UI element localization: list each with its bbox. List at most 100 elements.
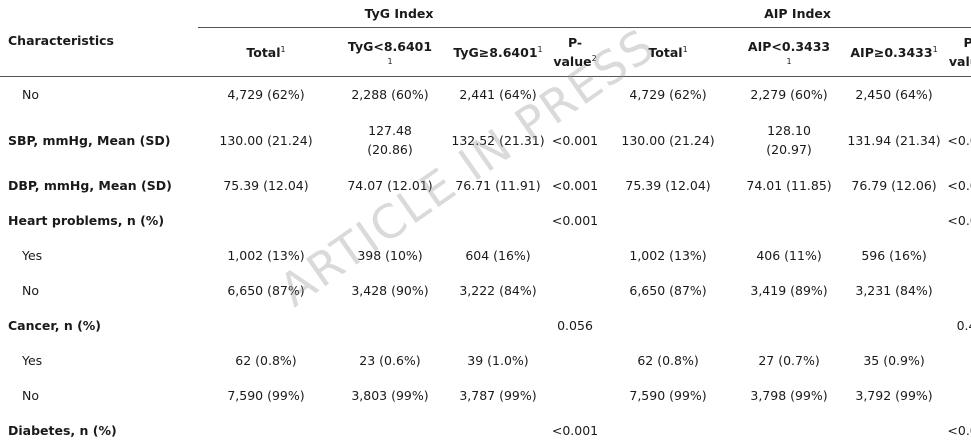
row-label: Yes — [22, 248, 43, 263]
table-cell — [946, 343, 971, 378]
aip-total-header: Total1 — [648, 44, 688, 60]
table-cell: 76.79 (12.06) — [851, 178, 937, 193]
table-cell: 7,590 (99%) — [629, 388, 707, 403]
table-cell: 39 (1.0%) — [467, 353, 529, 368]
table-cell: <0.001 — [947, 423, 971, 438]
table-cell: <0.001 — [947, 132, 971, 148]
table-cell — [600, 308, 736, 343]
table-cell — [550, 273, 600, 308]
table-cell: 3,803 (99%) — [351, 388, 429, 403]
row-label: No — [22, 87, 39, 102]
table-cell — [446, 308, 550, 343]
table-cell: 128.10 (20.97) — [766, 123, 812, 157]
table-cell: <0.001 — [551, 213, 599, 228]
table-cell — [842, 308, 946, 343]
table-cell: 3,419 (89%) — [750, 283, 828, 298]
table-cell — [446, 413, 550, 448]
table-cell — [550, 238, 600, 273]
table-cell — [198, 413, 334, 448]
row-label: Cancer, n (%) — [8, 318, 102, 333]
table-cell: 131.94 (21.34) — [847, 132, 941, 148]
table-cell: 6,650 (87%) — [629, 283, 707, 298]
table-cell: 75.39 (12.04) — [625, 178, 711, 193]
table-row: No 7,590 (99%) 3,803 (99%) 3,787 (99%) 7,590… — [0, 378, 971, 413]
table-cell — [946, 238, 971, 273]
table-cell: 3,798 (99%) — [750, 388, 828, 403]
table-cell — [946, 77, 971, 113]
table-cell: 3,428 (90%) — [351, 283, 429, 298]
table-cell: 2,279 (60%) — [750, 87, 828, 102]
row-label: No — [22, 283, 39, 298]
table-body: No 4,729 (62%) 2,288 (60%) 2,441 (64%) 4,729… — [0, 77, 971, 448]
table-cell: <0.001 — [947, 178, 971, 193]
table-cell — [600, 203, 736, 238]
table-cell — [446, 203, 550, 238]
table-cell: 406 (11%) — [756, 248, 822, 263]
table-cell — [550, 343, 600, 378]
table-cell — [946, 378, 971, 413]
table-cell: 27 (0.7%) — [758, 353, 820, 368]
table-cell: 398 (10%) — [357, 248, 423, 263]
table-row: Heart problems, n (%) <0.001 <0.001 — [0, 203, 971, 238]
table-cell — [946, 273, 971, 308]
tyg-low-header: TyG<8.6401 1 — [347, 38, 433, 66]
row-label: Diabetes, n (%) — [8, 423, 117, 438]
table-cell: 62 (0.8%) — [235, 353, 297, 368]
aip-high-header: AIP≥0.34331 — [850, 44, 938, 60]
table-cell — [334, 308, 446, 343]
table-cell: 0.056 — [557, 318, 593, 333]
table-cell — [198, 308, 334, 343]
table-row: No 6,650 (87%) 3,428 (90%) 3,222 (84%) 6,650… — [0, 273, 971, 308]
table-cell: 130.00 (21.24) — [219, 132, 313, 148]
table-cell: 3,222 (84%) — [459, 283, 537, 298]
table-cell: 7,590 (99%) — [227, 388, 305, 403]
table-cell — [842, 203, 946, 238]
table-cell: 127.48 (20.86) — [367, 123, 413, 157]
table-cell: 4,729 (62%) — [227, 87, 305, 102]
table-cell — [550, 77, 600, 113]
table-cell: 23 (0.6%) — [359, 353, 421, 368]
characteristics-header: Characteristics — [8, 33, 114, 48]
table-cell: 35 (0.9%) — [863, 353, 925, 368]
row-label: No — [22, 388, 39, 403]
table-cell: 4,729 (62%) — [629, 87, 707, 102]
table-cell — [198, 203, 334, 238]
table-cell: <0.001 — [551, 178, 599, 193]
table-row: SBP, mmHg, Mean (SD) 130.00 (21.24) 127.48… — [0, 112, 971, 168]
table-cell: <0.001 — [947, 213, 971, 228]
table-cell: 1,002 (13%) — [227, 248, 305, 263]
table-cell — [736, 413, 842, 448]
table-cell: 2,441 (64%) — [459, 87, 537, 102]
table-cell: 3,792 (99%) — [855, 388, 933, 403]
tyg-total-header: Total1 — [246, 44, 286, 60]
aip-index-header: AIP Index — [600, 0, 971, 28]
table-cell: 75.39 (12.04) — [223, 178, 309, 193]
table-cell: 76.71 (11.91) — [455, 178, 541, 193]
table-row: Yes 1,002 (13%) 398 (10%) 604 (16%) 1,002 (1… — [0, 238, 971, 273]
table-cell: 2,288 (60%) — [351, 87, 429, 102]
tyg-pvalue-header: P-value2 — [553, 35, 597, 69]
table-row: Diabetes, n (%) <0.001 <0.001 — [0, 413, 971, 448]
tyg-index-header: TyG Index — [198, 0, 601, 28]
table-cell: 3,787 (99%) — [459, 388, 537, 403]
table-row: No 4,729 (62%) 2,288 (60%) 2,441 (64%) 4,729… — [0, 77, 971, 113]
table-cell: 6,650 (87%) — [227, 283, 305, 298]
table-cell: 74.01 (11.85) — [746, 178, 832, 193]
table-cell: <0.001 — [551, 423, 599, 438]
table-cell: 0.40 — [956, 318, 971, 333]
table-cell: 596 (16%) — [861, 248, 927, 263]
table-cell — [736, 203, 842, 238]
table-cell: 604 (16%) — [465, 248, 531, 263]
table-cell — [842, 413, 946, 448]
row-label: Heart problems, n (%) — [8, 213, 165, 228]
tyg-high-header: TyG≥8.64011 — [453, 44, 543, 60]
table-cell — [334, 203, 446, 238]
table-cell: 132.52 (21.31) — [451, 132, 545, 148]
table-row: Cancer, n (%) 0.056 0.40 — [0, 308, 971, 343]
table-cell: 2,450 (64%) — [855, 87, 933, 102]
table-cell — [736, 308, 842, 343]
table-row: DBP, mmHg, Mean (SD) 75.39 (12.04) 74.07 (… — [0, 168, 971, 203]
table-cell — [600, 413, 736, 448]
table-cell: 62 (0.8%) — [637, 353, 699, 368]
